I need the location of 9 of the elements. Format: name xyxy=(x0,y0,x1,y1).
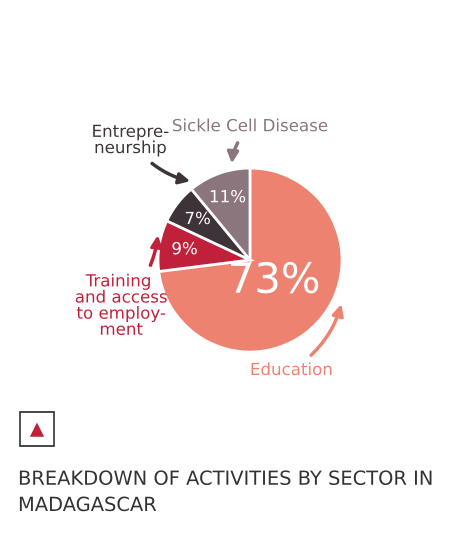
text: BREAKDOWN OF ACTIVITIES BY SECTOR IN MADAGASCAR xyxy=(20,470,432,512)
data-label: 73% xyxy=(231,262,318,294)
slice-label: Training and access to employ-ment xyxy=(76,274,167,336)
slice-label: Education xyxy=(252,362,332,376)
data-label: 11% xyxy=(210,190,246,203)
slice-label: Entrepre-neurship xyxy=(93,124,168,157)
data-label: 9% xyxy=(172,242,197,254)
slice-label: Sickle Cell Disease xyxy=(172,118,328,132)
data-label: 7% xyxy=(186,212,210,224)
